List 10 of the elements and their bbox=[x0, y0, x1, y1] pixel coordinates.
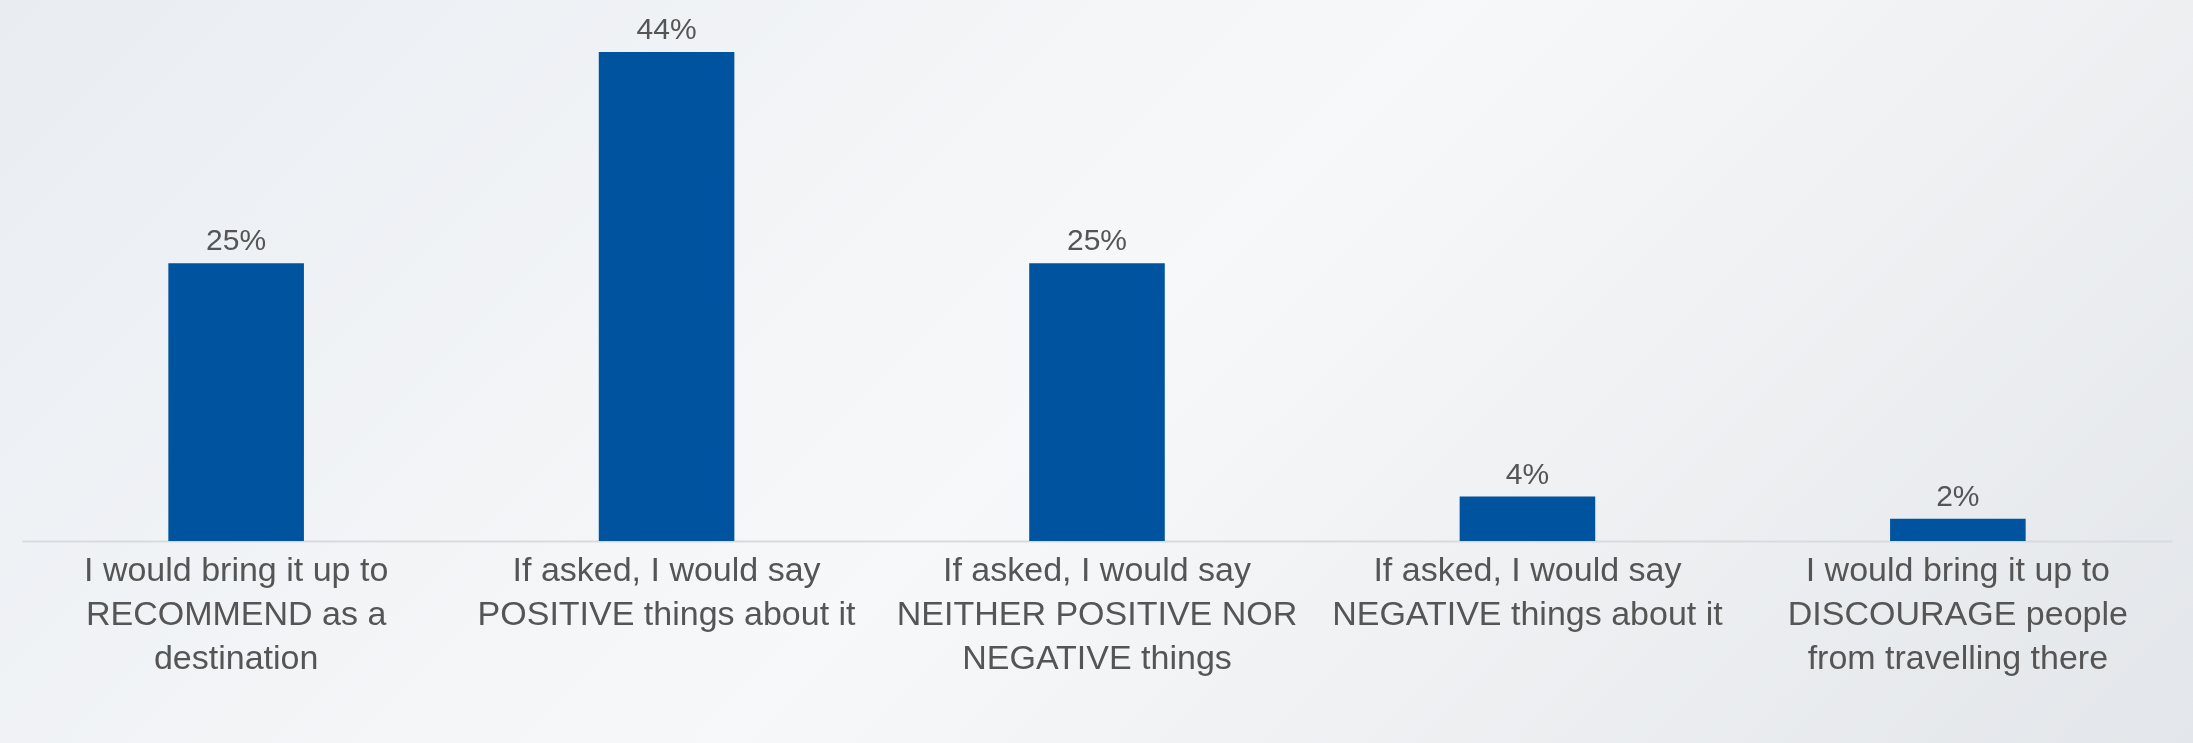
x-tick-label: If asked, I would say NEGATIVE things about it bbox=[1332, 549, 1724, 632]
data-label: 4% bbox=[1505, 456, 1550, 490]
x-tick-label: I would bring it up to RECOMMEND as a destination bbox=[83, 549, 389, 676]
data-label: 25% bbox=[1066, 223, 1128, 257]
data-label: 2% bbox=[1936, 478, 1980, 512]
x-tick-label: I would bring it up to DISCOURAGE people from travelling there bbox=[1787, 549, 2128, 676]
x-tick-label: If asked, I would say POSITIVE things about it bbox=[477, 549, 857, 632]
data-label: 25% bbox=[206, 223, 267, 257]
data-label: 44% bbox=[636, 12, 697, 45]
x-tick-label: If asked, I would say NEITHER POSITIVE NOR NEGATIVE things bbox=[896, 549, 1298, 676]
